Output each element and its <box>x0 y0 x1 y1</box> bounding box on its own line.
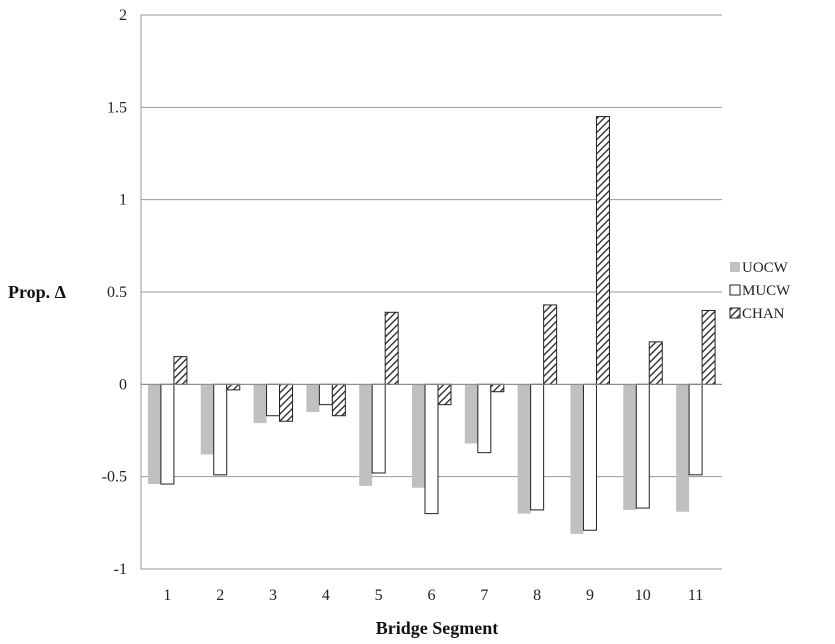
legend-label-mucw: MUCW <box>742 283 791 299</box>
y-tick-labels: -1 -0.5 0 0.5 1 1.5 2 <box>102 7 127 578</box>
bar-uocw-4 <box>306 384 320 413</box>
legend-swatch-chan <box>729 307 741 319</box>
bar-mucw-8 <box>530 383 545 511</box>
bar-uocw-7 <box>464 384 478 444</box>
bar-mucw-9 <box>582 383 597 531</box>
x-tick-label: 10 <box>635 587 651 604</box>
bars <box>141 116 722 534</box>
bar-chan-10 <box>648 341 663 385</box>
bar-mucw-2 <box>213 383 228 476</box>
y-axis-title: Prop. Δ <box>8 282 66 302</box>
bar-mucw-11 <box>688 383 703 476</box>
bar-chan-1 <box>173 356 188 385</box>
y-tick-label: 1.5 <box>107 99 127 116</box>
x-tick-label: 2 <box>216 587 224 604</box>
bar-mucw-5 <box>371 383 386 474</box>
legend: UOCW MUCW CHAN <box>729 260 791 322</box>
legend-label-uocw: UOCW <box>742 260 789 276</box>
bar-uocw-10 <box>623 384 637 510</box>
y-tick-label: 2 <box>119 7 127 24</box>
x-tick-label: 6 <box>428 587 436 604</box>
bar-uocw-5 <box>359 384 373 486</box>
y-tick-label: 1 <box>119 192 127 209</box>
bar-uocw-1 <box>147 384 161 485</box>
bar-chan-9 <box>595 116 610 385</box>
x-tick-label: 8 <box>533 587 541 604</box>
bar-uocw-9 <box>570 384 584 534</box>
bar-chan-4 <box>331 383 346 417</box>
bar-chan-3 <box>279 383 294 422</box>
x-tick-labels: 1 2 3 4 5 6 7 8 9 10 11 <box>163 587 703 604</box>
bar-mucw-10 <box>635 383 650 509</box>
bar-uocw-11 <box>676 384 690 512</box>
y-tick-label: -0.5 <box>102 469 127 486</box>
bar-chan-2 <box>226 383 241 391</box>
x-tick-label: 4 <box>322 587 330 604</box>
y-tick-label: 0.5 <box>107 284 127 301</box>
bar-chan-7 <box>490 383 505 393</box>
legend-swatch-mucw <box>729 284 741 296</box>
bar-mucw-3 <box>266 383 281 417</box>
bar-chan-6 <box>437 383 452 406</box>
bar-uocw-8 <box>517 384 531 514</box>
bar-uocw-2 <box>200 384 214 455</box>
bar-mucw-4 <box>318 383 333 406</box>
bar-mucw-1 <box>160 383 175 485</box>
x-tick-label: 1 <box>163 587 171 604</box>
bar-mucw-7 <box>477 383 492 454</box>
x-tick-label: 3 <box>269 587 277 604</box>
bar-chan-5 <box>384 311 399 385</box>
legend-label-chan: CHAN <box>742 306 785 322</box>
legend-swatch-uocw <box>730 262 740 272</box>
bar-mucw-6 <box>424 383 439 515</box>
y-tick-label: -1 <box>114 561 127 578</box>
x-tick-label: 11 <box>688 587 703 604</box>
bar-uocw-3 <box>253 384 267 424</box>
bar-chan-11 <box>701 309 716 385</box>
x-tick-label: 7 <box>480 587 488 604</box>
y-tick-label: 0 <box>119 376 127 393</box>
x-axis-title: Bridge Segment <box>376 618 498 638</box>
x-tick-label: 5 <box>375 587 383 604</box>
bar-chan-8 <box>543 304 558 385</box>
x-tick-label: 9 <box>586 587 594 604</box>
bar-uocw-6 <box>412 384 425 488</box>
